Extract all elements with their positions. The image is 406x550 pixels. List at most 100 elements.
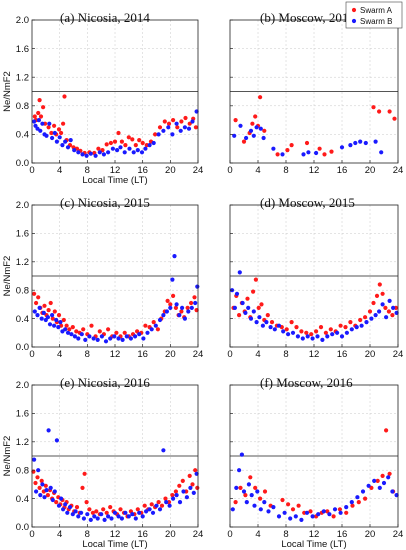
x-tick-label: 8 <box>85 165 90 176</box>
data-point <box>65 145 71 150</box>
panel-4: 0 4 8 12 16 20 24 (d) Moscow, 2015 <box>227 195 403 360</box>
data-point <box>338 510 343 515</box>
data-point <box>304 330 309 335</box>
data-point <box>178 128 183 133</box>
data-point <box>88 517 93 523</box>
data-point <box>325 334 330 339</box>
data-point <box>94 509 99 514</box>
data-point <box>253 485 258 490</box>
data-point <box>335 330 340 335</box>
series-swarm-b <box>32 254 200 344</box>
data-point <box>102 517 107 523</box>
data-point <box>42 303 47 308</box>
data-point <box>320 337 325 342</box>
data-point <box>238 123 243 128</box>
data-point <box>139 150 145 155</box>
data-point <box>373 139 378 144</box>
data-point <box>44 488 49 493</box>
data-point <box>371 105 376 110</box>
data-point <box>58 320 63 325</box>
x-tick-label: 0 <box>29 529 34 540</box>
data-point <box>133 143 138 148</box>
data-point <box>262 500 267 505</box>
data-point <box>76 150 81 155</box>
data-point <box>193 125 198 130</box>
data-point <box>104 142 109 147</box>
data-point <box>258 507 263 512</box>
data-point <box>39 316 44 321</box>
data-point <box>183 115 188 121</box>
data-point <box>359 323 364 328</box>
data-point <box>250 121 255 126</box>
x-tick-label: 16 <box>137 529 148 540</box>
data-point <box>358 317 363 323</box>
data-point <box>191 490 196 495</box>
series-swarm-a <box>231 277 398 337</box>
data-point <box>241 139 247 144</box>
data-point <box>104 510 109 515</box>
data-point <box>309 332 314 337</box>
data-point <box>88 151 93 156</box>
panel-1: 0 4 8 12 16 20 24 0.0 0.4 0.8 1.2 1.6 2.0 (a) Nicosia… <box>2 10 203 186</box>
data-point <box>87 507 92 512</box>
data-point <box>348 320 353 325</box>
panel-5: 0 4 8 12 16 20 24 0.0 0.4 0.8 1.2 1.6 2.0 (e) Nicosia… <box>2 375 203 550</box>
x-tick-label: 4 <box>255 349 260 360</box>
data-point <box>81 327 86 332</box>
data-point <box>174 121 179 126</box>
data-point <box>173 489 178 494</box>
data-point <box>144 509 149 514</box>
data-point <box>45 493 51 498</box>
data-point <box>392 116 397 121</box>
data-point <box>350 503 355 508</box>
data-point <box>50 313 55 318</box>
data-point <box>233 118 238 123</box>
data-point <box>118 145 123 150</box>
data-point <box>87 334 92 339</box>
y-tick-label: 2.0 <box>16 15 29 26</box>
data-point <box>62 94 67 99</box>
data-point <box>46 308 51 313</box>
data-point <box>308 509 313 514</box>
data-point <box>168 302 173 307</box>
series-swarm-a <box>32 94 198 156</box>
panel-title: (a) Nicosia, 2014 <box>60 10 150 25</box>
data-point <box>137 510 142 515</box>
data-point <box>375 478 380 483</box>
x-tick-label: 0 <box>29 165 34 176</box>
data-point <box>145 330 150 335</box>
x-tick-label: 16 <box>337 165 348 176</box>
data-point <box>177 483 182 488</box>
data-point <box>140 514 145 519</box>
data-point <box>36 468 41 473</box>
data-point <box>170 132 175 137</box>
data-point <box>38 128 43 133</box>
data-point <box>343 325 348 330</box>
data-point <box>36 118 42 123</box>
data-point <box>251 289 256 294</box>
x-tick-label: 20 <box>165 529 176 540</box>
data-point <box>180 478 185 483</box>
data-point <box>52 123 57 128</box>
y-tick-label: 0.4 <box>16 130 29 141</box>
x-tick-label: 12 <box>309 165 320 176</box>
y-tick-label: 1.6 <box>16 409 29 420</box>
data-point <box>232 133 237 138</box>
data-point <box>265 313 270 318</box>
data-point <box>258 95 263 100</box>
x-tick-label: 8 <box>85 529 90 540</box>
x-tick-label: 16 <box>137 165 148 176</box>
data-point <box>114 330 119 335</box>
data-point <box>155 327 160 332</box>
y-tick-label: 1.2 <box>16 257 29 268</box>
data-point <box>348 143 353 148</box>
data-point <box>374 293 380 298</box>
data-point <box>96 146 101 151</box>
data-point <box>157 507 163 512</box>
data-point <box>295 334 300 339</box>
data-point <box>50 497 55 503</box>
series-swarm-b <box>31 428 199 523</box>
data-point <box>82 471 87 476</box>
data-point <box>108 140 113 146</box>
data-point <box>64 323 69 328</box>
